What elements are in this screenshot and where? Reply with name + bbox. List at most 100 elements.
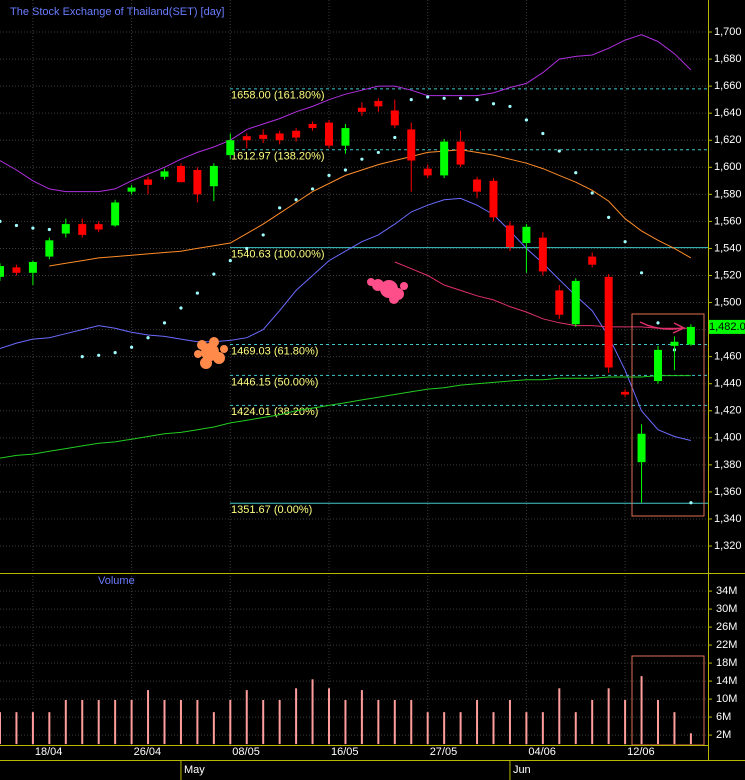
volume-bar bbox=[212, 712, 215, 745]
y-tick-label: 1,440 bbox=[714, 378, 742, 390]
y-tick-label: 1,360 bbox=[714, 486, 742, 498]
candle-body bbox=[325, 122, 333, 146]
candle-body bbox=[28, 261, 37, 273]
y-tick-label: 1,540 bbox=[714, 242, 742, 254]
volume-bar bbox=[689, 733, 692, 745]
candle-body bbox=[637, 433, 646, 463]
volume-bar bbox=[311, 679, 314, 745]
sar-dot bbox=[442, 96, 446, 100]
volume-bar bbox=[624, 700, 627, 745]
y-tick-label: 1,560 bbox=[714, 215, 742, 227]
sar-dot bbox=[146, 336, 150, 340]
candle-body bbox=[94, 224, 103, 230]
x-tick-label: 26/04 bbox=[134, 746, 162, 758]
sar-dot bbox=[261, 233, 265, 237]
volume-bar bbox=[360, 690, 363, 745]
sar-dot bbox=[130, 345, 134, 349]
y-tick-label: 10M bbox=[716, 693, 737, 705]
sar-dot bbox=[97, 353, 101, 357]
sar-dot bbox=[278, 206, 282, 210]
month-label: May bbox=[184, 764, 205, 776]
y-tick-label: 34M bbox=[716, 585, 737, 597]
candle-body bbox=[341, 128, 350, 146]
candle-body bbox=[144, 179, 153, 185]
candle-body bbox=[160, 171, 169, 177]
x-tick-label: 12/06 bbox=[627, 746, 655, 758]
candle-body bbox=[193, 169, 202, 195]
volume-bar bbox=[443, 712, 446, 745]
candle-body bbox=[588, 256, 597, 265]
y-tick-label: 1,680 bbox=[714, 53, 742, 65]
volume-bar bbox=[48, 712, 51, 745]
sar-dot bbox=[607, 215, 611, 219]
sar-dot bbox=[212, 272, 216, 276]
volume-bar bbox=[64, 700, 67, 745]
volume-bar bbox=[0, 712, 1, 745]
y-tick-label: 1,580 bbox=[714, 188, 742, 200]
candle-body bbox=[374, 101, 383, 107]
volume-bar bbox=[393, 700, 396, 745]
volume-bar bbox=[426, 712, 429, 745]
sar-dot bbox=[195, 291, 199, 295]
y-tick-label: 30M bbox=[716, 603, 737, 615]
indicator-line bbox=[394, 261, 691, 329]
sar-dot bbox=[590, 191, 594, 195]
sar-dot bbox=[508, 104, 512, 109]
sar-dot bbox=[524, 118, 529, 122]
volume-bar bbox=[508, 700, 511, 745]
volume-bar bbox=[328, 688, 330, 745]
candle-body bbox=[571, 280, 580, 325]
volume-bar bbox=[344, 700, 347, 745]
y-tick-label: 1,460 bbox=[714, 351, 742, 363]
volume-bar bbox=[673, 712, 676, 745]
sar-dot bbox=[409, 98, 413, 102]
sar-dot bbox=[31, 226, 35, 230]
volume-bar bbox=[410, 700, 413, 745]
candle-body bbox=[604, 276, 613, 368]
fib-label: 1446.15 (50.00%) bbox=[231, 376, 318, 388]
sar-dot bbox=[574, 171, 578, 175]
volume-bar bbox=[607, 688, 610, 745]
y-tick-label: 1,420 bbox=[714, 405, 742, 417]
fib-label: 1612.97 (138.20%) bbox=[231, 151, 325, 163]
chart-title: The Stock Exchange of Thailand(SET) [day… bbox=[10, 6, 224, 18]
volume-bar bbox=[114, 700, 117, 745]
y-tick-label: 1,400 bbox=[714, 432, 742, 444]
x-tick-label: 27/05 bbox=[430, 746, 458, 758]
volume-bar bbox=[245, 690, 248, 745]
sar-dot bbox=[0, 219, 2, 223]
x-tick-label: 16/05 bbox=[331, 746, 359, 758]
candle-body bbox=[209, 165, 218, 187]
volume-bar bbox=[229, 700, 232, 745]
candle-body bbox=[621, 391, 630, 395]
y-tick-label: 1,380 bbox=[714, 459, 742, 471]
volume-bar bbox=[591, 700, 594, 745]
volume-pane bbox=[0, 676, 692, 745]
sar-dot bbox=[14, 223, 19, 228]
sar-dot bbox=[47, 227, 51, 232]
sar-dot bbox=[228, 259, 232, 263]
candle-body bbox=[456, 141, 465, 165]
last-price-label: 1,482.0 bbox=[709, 321, 745, 333]
volume-label: Volume bbox=[98, 575, 135, 587]
candle-body bbox=[292, 130, 301, 138]
candle-body bbox=[127, 187, 136, 192]
candle-body bbox=[45, 240, 54, 257]
y-tick-label: 26M bbox=[716, 621, 737, 633]
sar-dot bbox=[179, 306, 183, 310]
blob bbox=[194, 337, 228, 369]
y-tick-label: 1,340 bbox=[714, 513, 742, 525]
candle-body bbox=[686, 326, 695, 345]
sar-dot bbox=[343, 168, 348, 172]
highlight-box bbox=[631, 313, 705, 517]
sar-dot bbox=[294, 198, 298, 202]
sar-dot bbox=[376, 150, 380, 155]
candle-body bbox=[308, 124, 317, 129]
candle-body bbox=[522, 226, 531, 244]
sar-dot bbox=[639, 271, 644, 275]
y-tick-label: 2M bbox=[716, 729, 731, 741]
indicator-line bbox=[0, 34, 692, 193]
sar-dot bbox=[310, 187, 315, 191]
y-tick-label: 1,520 bbox=[714, 269, 742, 281]
